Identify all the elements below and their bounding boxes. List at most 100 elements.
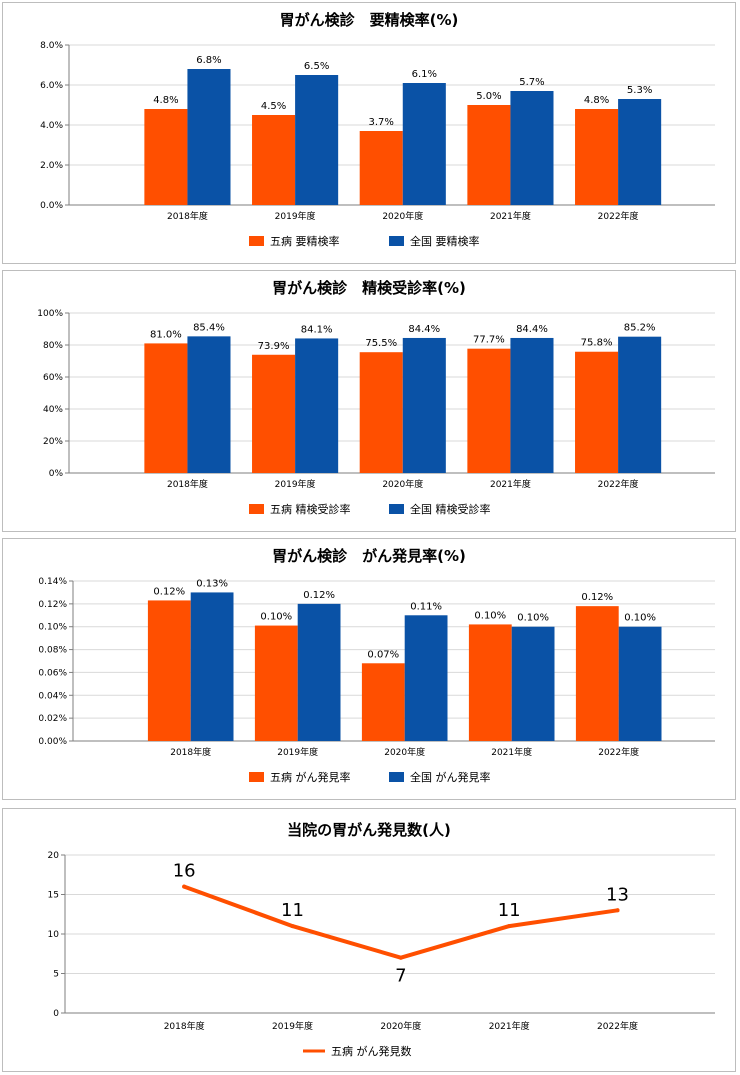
x-tick-label: 2021年度 bbox=[490, 210, 531, 222]
data-label: 4.8% bbox=[153, 95, 178, 106]
x-tick-label: 2021年度 bbox=[490, 478, 531, 490]
data-label: 0.10% bbox=[624, 613, 656, 624]
x-tick-label: 2022年度 bbox=[598, 746, 639, 758]
legend-swatch bbox=[389, 236, 404, 246]
x-tick-label: 2021年度 bbox=[491, 746, 532, 758]
data-label: 11 bbox=[498, 900, 521, 921]
bar bbox=[467, 105, 511, 205]
data-label: 75.8% bbox=[581, 338, 613, 349]
data-point bbox=[290, 924, 295, 929]
chart-1: 胃がん検診 要精検率(%) 0.0% 2.0% 4.0% 6.0% 8.0% 2018年度 2… bbox=[40, 11, 715, 248]
data-label: 77.7% bbox=[473, 335, 505, 346]
legend-label: 五病 がん発見数 bbox=[331, 1044, 412, 1058]
y-tick-label: 0.10% bbox=[38, 623, 67, 633]
y-tick-label: 0.02% bbox=[38, 714, 67, 724]
legend-swatch bbox=[389, 772, 404, 782]
data-point bbox=[615, 908, 620, 913]
y-tick-label: 4.0% bbox=[40, 121, 63, 131]
y-tick-label: 0% bbox=[49, 469, 64, 479]
data-label: 5.0% bbox=[476, 91, 501, 102]
chart-title: 胃がん検診 精検受診率(%) bbox=[272, 279, 466, 297]
y-tick-label: 2.0% bbox=[40, 161, 63, 171]
data-label: 5.3% bbox=[627, 85, 652, 96]
legend-swatch bbox=[249, 504, 264, 514]
data-point bbox=[398, 955, 403, 960]
chart-title: 当院の胃がん発見数(人) bbox=[287, 821, 451, 839]
x-tick-label: 2018年度 bbox=[164, 1020, 205, 1032]
bar bbox=[510, 337, 554, 473]
y-tick-label: 0.08% bbox=[38, 646, 67, 656]
y-tick-label: 0.14% bbox=[38, 577, 67, 587]
x-tick-label: 2022年度 bbox=[597, 1020, 638, 1032]
data-label: 4.8% bbox=[584, 95, 609, 106]
data-point bbox=[507, 924, 512, 929]
legend-swatch bbox=[249, 236, 264, 246]
chart-title: 胃がん検診 がん発見率(%) bbox=[272, 547, 466, 565]
bar bbox=[510, 91, 554, 205]
bar bbox=[511, 626, 555, 741]
bar bbox=[144, 343, 188, 473]
y-tick-label: 10 bbox=[48, 930, 60, 940]
bar bbox=[187, 336, 231, 473]
y-tick-label: 6.0% bbox=[40, 81, 63, 91]
y-tick-label: 0.04% bbox=[38, 691, 67, 701]
y-tick-label: 5 bbox=[53, 970, 59, 980]
legend-label: 五病 要精検率 bbox=[270, 234, 340, 248]
x-tick-label: 2019年度 bbox=[275, 210, 316, 222]
y-tick-label: 15 bbox=[48, 891, 59, 901]
x-tick-label: 2020年度 bbox=[384, 746, 425, 758]
data-label: 4.5% bbox=[261, 101, 286, 112]
bar bbox=[468, 624, 512, 741]
bar bbox=[575, 606, 619, 741]
x-tick-label: 2022年度 bbox=[598, 478, 639, 490]
chart-4: 当院の胃がん発見数(人) 0 5 10 15 20 2018年度 2019年度 2020年度 20… bbox=[48, 821, 715, 1058]
bar bbox=[144, 109, 188, 205]
data-label: 85.4% bbox=[193, 322, 225, 333]
y-tick-label: 0.00% bbox=[38, 737, 67, 747]
data-label: 85.2% bbox=[624, 323, 656, 334]
data-label: 81.0% bbox=[150, 329, 182, 340]
y-tick-label: 0.06% bbox=[38, 668, 67, 678]
x-tick-label: 2019年度 bbox=[272, 1020, 313, 1032]
data-label: 6.1% bbox=[412, 69, 437, 80]
y-tick-label: 20% bbox=[43, 437, 63, 447]
chart-panel-3: 胃がん検診 がん発見率(%) 0.00% 0.02% 0.04% 0.06% 0.08% 0… bbox=[2, 538, 736, 800]
bar bbox=[254, 625, 298, 741]
data-label: 84.4% bbox=[516, 324, 548, 335]
data-point bbox=[182, 884, 187, 889]
x-tick-label: 2020年度 bbox=[382, 210, 423, 222]
data-label: 7 bbox=[395, 966, 406, 987]
legend-label: 五病 精検受診率 bbox=[270, 502, 351, 516]
y-tick-label: 8.0% bbox=[40, 41, 63, 51]
data-label: 16 bbox=[173, 861, 196, 882]
y-tick-label: 60% bbox=[43, 373, 63, 383]
data-label: 0.07% bbox=[367, 649, 399, 660]
x-tick-label: 2018年度 bbox=[167, 210, 208, 222]
x-tick-label: 2018年度 bbox=[170, 746, 211, 758]
x-tick-label: 2019年度 bbox=[277, 746, 318, 758]
x-tick-label: 2018年度 bbox=[167, 478, 208, 490]
bar bbox=[295, 338, 339, 473]
data-label: 5.7% bbox=[519, 77, 544, 88]
x-tick-label: 2019年度 bbox=[275, 478, 316, 490]
bar bbox=[618, 99, 662, 205]
data-label: 73.9% bbox=[258, 341, 290, 352]
bar bbox=[402, 337, 446, 473]
x-tick-label: 2020年度 bbox=[382, 478, 423, 490]
bar bbox=[359, 131, 403, 205]
bar bbox=[404, 615, 448, 741]
data-label: 0.13% bbox=[196, 578, 228, 589]
bar bbox=[297, 603, 341, 741]
x-tick-label: 2022年度 bbox=[598, 210, 639, 222]
chart-2: 胃がん検診 精検受診率(%) 0% 20% 40% 60% 80% 100% 2018年度 20… bbox=[37, 279, 715, 516]
series-line bbox=[182, 884, 620, 960]
bar bbox=[618, 626, 662, 741]
data-label: 6.5% bbox=[304, 61, 329, 72]
data-label: 84.1% bbox=[301, 324, 333, 335]
y-tick-label: 40% bbox=[43, 405, 63, 415]
legend-label: 全国 精検受診率 bbox=[410, 502, 491, 516]
bar bbox=[190, 592, 234, 741]
data-label: 13 bbox=[606, 884, 629, 905]
bar bbox=[252, 115, 296, 205]
y-tick-label: 0 bbox=[53, 1009, 59, 1019]
